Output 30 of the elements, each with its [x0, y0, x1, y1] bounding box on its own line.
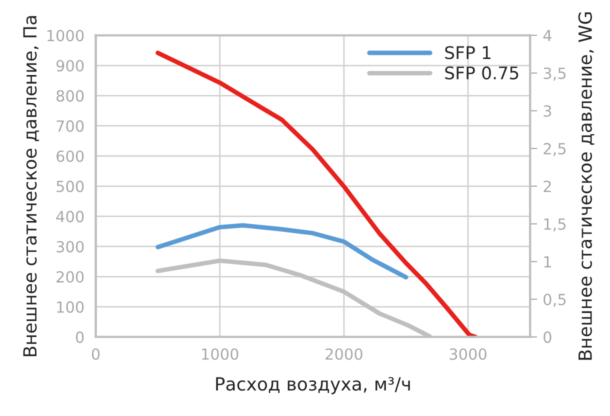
- y-tick-label: 1000: [47, 30, 84, 42]
- x-tick-label: 1000: [202, 348, 238, 360]
- y-tick-label: 800: [56, 90, 84, 102]
- y2-tick-label: 2,5: [544, 142, 566, 156]
- y-tick-label: 0: [76, 331, 84, 343]
- y2-tick-label: 0: [544, 331, 552, 343]
- y2-tick-label: 0,5: [544, 294, 566, 307]
- x-axis-title: Расход воздуха, м³/ч: [216, 377, 410, 394]
- y-tick-label: 600: [56, 150, 84, 162]
- y2-tick-label: 3: [544, 105, 552, 117]
- y2-tick-label: 2: [544, 180, 551, 192]
- y-tick-label: 400: [56, 210, 84, 222]
- y-axis-title: Внешнее статическое давление, Па: [23, 16, 39, 356]
- legend-label: SFP 0.75: [445, 66, 518, 80]
- y-tick-label: 500: [56, 180, 84, 192]
- x-tick-label: 2000: [326, 348, 362, 360]
- y2-tick-label: 3,5: [544, 68, 566, 81]
- y2-tick-label: 1: [544, 256, 551, 268]
- y2-axis-title: Внешнее статическое давление, WG: [578, 12, 594, 360]
- y-tick-label: 200: [56, 271, 84, 283]
- y-tick-label: 300: [56, 240, 84, 252]
- line-series: [156, 223, 408, 280]
- y2-tick-label: 1,5: [544, 218, 566, 232]
- y-tick-label: 900: [56, 60, 84, 72]
- y-tick-label: 100: [57, 301, 84, 313]
- x-tick-label: 3000: [450, 348, 486, 360]
- legend-label: SFP 1: [445, 46, 490, 60]
- x-tick-label: 0: [92, 348, 100, 360]
- y2-tick-label: 4: [543, 30, 552, 42]
- y-tick-label: 700: [56, 120, 84, 132]
